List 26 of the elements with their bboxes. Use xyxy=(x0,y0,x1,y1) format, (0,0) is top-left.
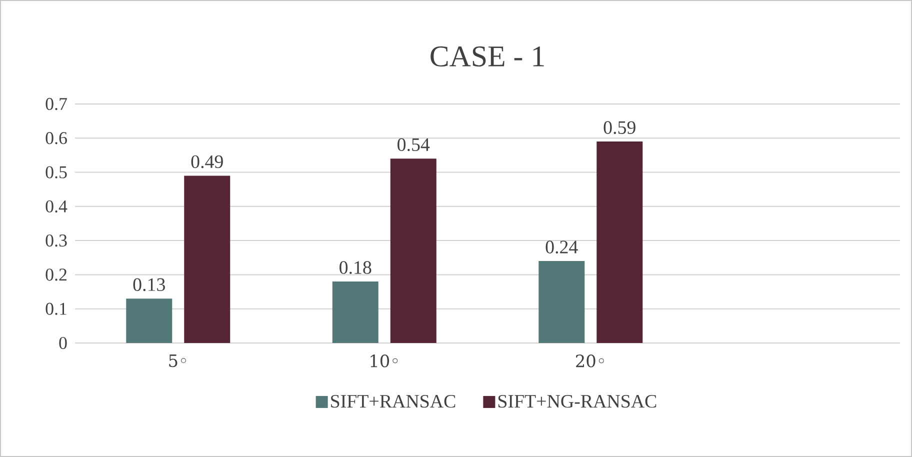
legend-label: SIFT+RANSAC xyxy=(331,394,456,408)
data-label: 0.59 xyxy=(604,121,636,134)
bar xyxy=(390,158,436,343)
x-tick-label: 5◦ xyxy=(169,354,186,368)
x-tick-label: 10◦ xyxy=(370,354,398,368)
bar xyxy=(126,298,172,343)
y-tick-label: 0.3 xyxy=(46,234,67,247)
data-label: 0.54 xyxy=(398,138,430,152)
y-tick-label: 0.2 xyxy=(46,268,67,281)
legend-label: SIFT+NG-RANSAC xyxy=(498,394,656,408)
bar xyxy=(184,176,230,343)
bar xyxy=(596,142,643,343)
data-label: 0.24 xyxy=(546,240,578,254)
y-tick-label: 0.7 xyxy=(46,98,67,110)
y-tick-label: 0.1 xyxy=(46,302,66,315)
bar xyxy=(332,282,378,343)
y-tick-label: 0.6 xyxy=(46,132,67,144)
data-label: 0.18 xyxy=(340,261,372,274)
bar xyxy=(538,261,585,343)
y-tick-label: 0.5 xyxy=(46,166,67,178)
x-tick-label: 20◦ xyxy=(576,354,604,368)
data-label: 0.49 xyxy=(191,155,223,168)
y-tick-label: 0 xyxy=(59,336,67,350)
data-label: 0.13 xyxy=(133,278,165,292)
y-tick-label: 0.4 xyxy=(46,200,68,213)
chart-title: CASE - 1 xyxy=(430,46,544,66)
